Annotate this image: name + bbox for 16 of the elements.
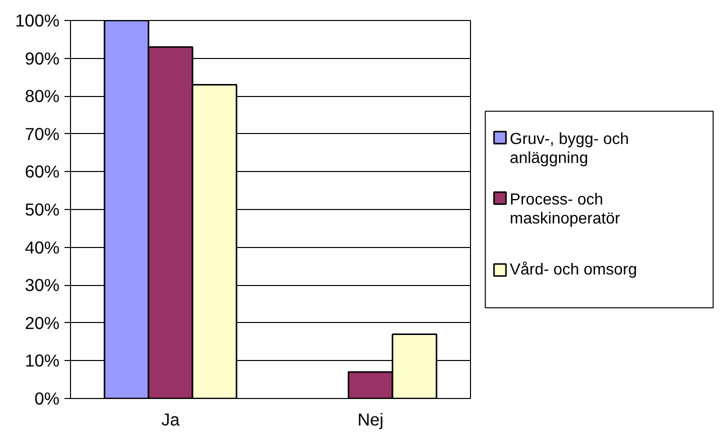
y-tick-label: 100% [15, 10, 60, 30]
y-tick-label: 80% [24, 86, 60, 106]
y-tick-label: 40% [24, 237, 60, 258]
y-tick-label: 30% [24, 275, 60, 296]
legend-label: Process- och maskinoperatör [510, 192, 621, 228]
y-tick-label: 60% [24, 162, 60, 182]
legend-label: Vård- och omsorg [510, 261, 637, 278]
y-tick-label: 70% [24, 124, 60, 144]
y-tick-label: 10% [24, 350, 60, 371]
y-tick-label: 0% [34, 388, 60, 408]
x-tick-label: Ja [161, 410, 180, 430]
legend-label: Gruv-, bygg- och anläggning [510, 131, 629, 167]
y-tick-label: 50% [24, 200, 60, 220]
x-tick-label: Nej [358, 410, 384, 430]
y-tick-label: 20% [24, 312, 60, 333]
y-tick-label: 90% [24, 48, 60, 68]
